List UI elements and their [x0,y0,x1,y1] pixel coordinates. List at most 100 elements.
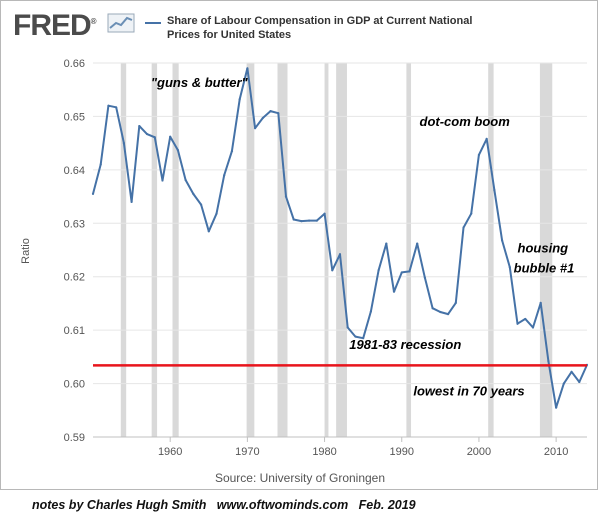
gridlines [93,62,587,438]
data-point [238,98,241,101]
data-point [107,104,110,107]
recession-band [151,63,158,437]
x-tick-label: 1980 [312,446,336,458]
data-point [416,242,419,245]
recession-band [406,63,412,437]
data-point [138,124,141,128]
data-point [408,270,411,273]
data-point [300,220,303,223]
data-point [385,242,388,245]
data-point [169,135,172,138]
data-point [462,226,465,229]
x-tick-label: 1960 [158,446,182,458]
data-point [145,132,149,136]
y-tick-label: 0.62 [64,272,85,284]
annotation-label: lowest in 70 years [413,383,524,398]
recession-shading [120,63,553,437]
data-point [223,174,226,177]
data-point [207,230,210,233]
data-point [562,382,565,385]
data-point [493,189,496,192]
annotation-label: housing [518,241,569,256]
data-point [508,265,511,269]
x-tick-label: 2010 [544,446,568,458]
registered-mark: ® [90,17,97,26]
data-point [184,178,187,182]
x-axis-ticks: 1960 1970 1980 1990 2000 2010 [158,437,568,458]
data-point [331,269,334,272]
y-axis-ticks: 0.59 0.60 0.61 0.62 0.63 0.64 0.65 0.66 [64,58,85,444]
y-axis-label: Ratio [20,238,32,264]
x-tick-label: 2000 [467,446,491,458]
y-tick-label: 0.60 [64,379,85,391]
data-point [176,148,180,152]
data-point [323,212,326,215]
fred-logo: FRED® [13,9,97,43]
data-point [284,195,288,198]
recession-band [336,63,347,437]
annotations: "guns & butter" dot-com boom housing bubble… [151,75,574,398]
recession-band [172,63,179,437]
data-point [539,301,542,304]
data-point [392,290,396,293]
data-point [400,271,403,274]
footer-note: notes by Charles Hugh Smith www.oftwomin… [32,498,416,512]
recession-band [324,63,329,437]
data-point [338,253,342,256]
data-point [161,179,164,182]
data-point [547,360,550,363]
y-tick-label: 0.66 [64,58,85,70]
y-tick-label: 0.65 [64,111,85,123]
data-point [346,326,349,329]
recession-band [539,63,553,437]
recession-band [488,63,494,437]
data-point [524,317,527,321]
data-point [130,200,133,204]
data-point [516,322,519,325]
recession-band [277,63,288,437]
data-point [570,370,573,373]
data-point [99,163,102,166]
data-point [199,203,203,206]
line-chart: 0.59 0.60 0.61 0.62 0.63 0.64 0.65 0.66 1960 197… [20,58,589,458]
data-point [192,192,195,195]
y-tick-label: 0.63 [64,218,85,230]
annotation-label: bubble #1 [514,260,575,275]
data-point [354,335,357,338]
data-point [439,310,442,314]
data-point [315,219,318,222]
data-point [253,127,257,130]
data-point [362,337,365,340]
y-tick-label: 0.59 [64,432,85,444]
y-tick-label: 0.64 [64,165,85,177]
recession-band [120,63,127,437]
data-point [122,142,125,145]
data-point [269,109,272,113]
data-point [277,112,280,115]
chart-header: FRED® Share of Labour Compensation in GD… [9,7,589,47]
data-point [261,116,264,120]
legend-series-title: Share of Labour Compensation in GDP at C… [167,15,473,41]
data-point [477,153,481,156]
data-point [115,106,118,109]
data-point [470,212,473,215]
legend-swatch [145,22,161,24]
recession-band [246,63,255,437]
data-point [230,150,234,153]
x-tick-label: 1990 [390,446,414,458]
data-point [377,269,380,272]
data-point [91,192,95,195]
data-point [431,307,434,310]
data-point [246,67,249,70]
data-point [454,301,457,304]
fred-logo-text: FRED [13,9,92,42]
annotation-label: dot-com boom [420,114,511,129]
chart-frame: FRED® Share of Labour Compensation in GD… [0,0,598,490]
data-point [215,212,218,215]
data-point [369,310,372,313]
data-point [292,218,295,221]
y-tick-label: 0.61 [64,325,85,337]
data-point [578,380,581,384]
data-point [308,219,311,222]
data-point [555,406,558,409]
